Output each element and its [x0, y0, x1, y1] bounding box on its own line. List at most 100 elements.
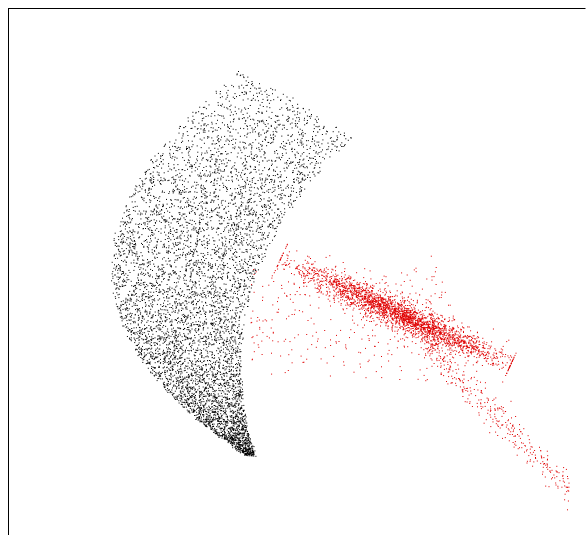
black-point [244, 285, 246, 287]
black-point [217, 250, 219, 252]
black-point [153, 225, 155, 226]
black-point [253, 246, 255, 248]
black-point [277, 115, 279, 117]
black-point [131, 201, 133, 203]
black-point [244, 233, 246, 235]
black-point [221, 379, 223, 380]
black-point [214, 209, 216, 210]
black-point [196, 133, 198, 134]
black-point [239, 444, 241, 445]
black-point [205, 387, 206, 389]
black-point [273, 138, 275, 140]
black-point [227, 297, 229, 299]
black-point [196, 414, 198, 416]
black-point [154, 344, 156, 346]
black-point [211, 327, 213, 329]
black-point [173, 164, 175, 166]
black-point [257, 225, 259, 227]
black-point [190, 274, 192, 276]
black-point [142, 184, 144, 186]
black-point [140, 357, 142, 358]
black-point [130, 300, 132, 302]
black-point [178, 302, 180, 304]
black-point [212, 309, 213, 311]
black-point [238, 207, 240, 209]
black-point [218, 416, 219, 418]
black-point [157, 266, 159, 268]
black-point [270, 203, 271, 205]
black-point [233, 411, 235, 413]
black-point [132, 195, 134, 197]
black-point [211, 319, 213, 321]
black-point [141, 242, 142, 244]
black-point [199, 379, 201, 381]
black-point [297, 170, 299, 172]
black-point [280, 194, 282, 196]
black-point [131, 239, 133, 241]
black-point [258, 120, 260, 122]
black-point [148, 333, 149, 335]
black-point [203, 380, 205, 382]
black-point [219, 297, 221, 299]
black-point [171, 274, 173, 276]
black-point [235, 307, 237, 309]
black-point [217, 383, 219, 385]
black-point [141, 273, 143, 275]
black-point [260, 194, 262, 196]
black-point [215, 92, 217, 94]
black-point [217, 411, 219, 413]
black-point [193, 136, 195, 138]
black-point [155, 315, 157, 316]
black-point [131, 252, 133, 254]
black-point [129, 316, 131, 318]
black-point [207, 253, 209, 255]
black-point [191, 397, 193, 399]
black-point [155, 348, 157, 350]
black-point [213, 414, 215, 416]
black-point [224, 264, 226, 266]
black-point [147, 169, 149, 171]
black-point [291, 148, 293, 150]
black-point [226, 393, 228, 395]
black-point [277, 174, 279, 176]
black-point [160, 336, 162, 338]
black-point [158, 377, 160, 379]
black-point [208, 295, 209, 297]
black-point [192, 282, 194, 283]
black-point [179, 241, 181, 243]
black-point [252, 277, 254, 279]
black-point [186, 131, 188, 133]
black-point [165, 220, 167, 222]
black-point [240, 435, 242, 437]
black-point [281, 202, 283, 204]
black-point [260, 186, 262, 188]
black-point [252, 448, 254, 450]
black-point [138, 354, 140, 356]
black-point [235, 393, 237, 395]
black-point [215, 312, 217, 314]
black-point [232, 419, 234, 421]
black-point [277, 96, 279, 98]
black-point [201, 379, 203, 381]
black-point [244, 429, 246, 431]
black-point [233, 264, 234, 266]
black-point [136, 311, 138, 313]
black-point [187, 197, 189, 199]
black-point [162, 155, 163, 156]
black-point [251, 178, 253, 179]
black-point [194, 282, 196, 284]
black-point [288, 165, 290, 167]
black-point [147, 228, 149, 230]
black-point [168, 163, 170, 165]
black-point [206, 224, 208, 226]
black-point [158, 276, 160, 278]
black-point [114, 296, 116, 298]
black-point [295, 192, 297, 193]
black-point [265, 209, 267, 211]
black-point [226, 398, 228, 400]
black-point [147, 340, 149, 342]
black-point [225, 179, 227, 181]
black-point [229, 350, 231, 352]
black-point [221, 437, 223, 439]
black-point [185, 202, 187, 204]
